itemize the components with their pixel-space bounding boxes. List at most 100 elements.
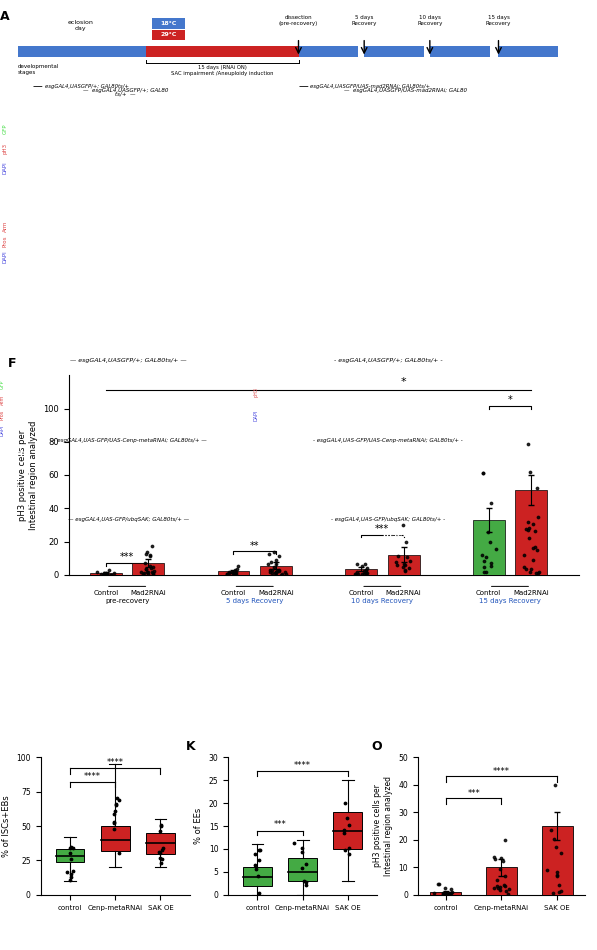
- Point: [503, 886, 513, 902]
- Bar: [298, 46, 358, 57]
- Point: [362, 560, 371, 576]
- Point: [254, 842, 264, 857]
- Point: [267, 562, 276, 578]
- Text: D': D': [96, 205, 105, 214]
- Text: *: *: [507, 395, 512, 405]
- Point: [267, 565, 277, 580]
- Text: - esgGAL4,UAS-GFP/ubqSAK; GAL80ts/+ -: - esgGAL4,UAS-GFP/ubqSAK; GAL80ts/+ -: [331, 517, 445, 522]
- Point: [481, 564, 490, 580]
- Point: [96, 566, 106, 581]
- Text: G': G': [85, 371, 94, 380]
- Point: [141, 561, 150, 577]
- Point: [534, 565, 543, 580]
- Point: [499, 877, 509, 892]
- Point: [156, 819, 166, 834]
- Bar: [146, 46, 298, 57]
- Point: [521, 521, 531, 536]
- Point: [399, 557, 408, 572]
- Point: [525, 565, 534, 580]
- Bar: [430, 46, 490, 57]
- Point: [109, 815, 119, 830]
- Text: Inset C1: Inset C1: [392, 106, 430, 116]
- Point: [501, 878, 510, 893]
- Point: [479, 564, 488, 580]
- Text: Inset B1: Inset B1: [156, 106, 195, 116]
- Text: 15 days Recovery: 15 days Recovery: [479, 598, 541, 604]
- Text: Control: Control: [476, 590, 501, 596]
- Point: [391, 555, 401, 570]
- Text: N: N: [266, 530, 272, 539]
- Text: Inset M1: Inset M1: [383, 450, 423, 459]
- Point: [555, 884, 564, 900]
- Point: [402, 549, 412, 564]
- Point: [64, 841, 74, 856]
- Text: Mad2RNAi: Mad2RNAi: [513, 590, 549, 596]
- Point: [439, 886, 449, 902]
- Point: [142, 564, 152, 580]
- Bar: [364, 46, 424, 57]
- Point: [497, 850, 506, 865]
- Text: M: M: [266, 450, 274, 459]
- Point: [275, 562, 284, 578]
- Point: [99, 565, 109, 580]
- Point: [158, 841, 168, 856]
- Text: Mad2RNAi: Mad2RNAi: [386, 590, 421, 596]
- Point: [392, 558, 402, 573]
- Text: —  esgGAL4,UASGFP/+; GAL80: — esgGAL4,UASGFP/+; GAL80: [82, 88, 168, 93]
- Text: Pros: Pros: [3, 236, 8, 247]
- Point: [519, 560, 529, 575]
- Point: [143, 566, 152, 581]
- Text: - esgGAL4,UASGFP/+; GAL80ts/+ -: - esgGAL4,UASGFP/+; GAL80ts/+ -: [334, 358, 442, 363]
- Point: [533, 542, 542, 558]
- Point: [490, 849, 499, 865]
- Point: [501, 884, 511, 899]
- Point: [525, 521, 534, 536]
- Point: [495, 882, 504, 897]
- Point: [528, 541, 537, 556]
- Point: [142, 544, 152, 560]
- Point: [357, 566, 367, 581]
- Point: [111, 796, 121, 811]
- Point: [556, 735, 566, 751]
- Point: [491, 851, 500, 866]
- Text: 15 days
Recovery: 15 days Recovery: [486, 15, 511, 27]
- Text: H: H: [15, 450, 21, 459]
- Point: [275, 563, 284, 579]
- Point: [478, 466, 487, 481]
- Text: —  esgGAL4,UASGFP/UAS-mad2RNAi; GAL80: — esgGAL4,UASGFP/UAS-mad2RNAi; GAL80: [344, 88, 467, 93]
- Point: [98, 567, 107, 582]
- Text: DAPI: DAPI: [3, 162, 8, 174]
- Point: [401, 562, 410, 578]
- Point: [405, 553, 415, 568]
- Point: [301, 856, 310, 871]
- Text: A: A: [1, 10, 10, 23]
- Point: [272, 565, 281, 580]
- Point: [254, 852, 263, 867]
- Point: [534, 509, 543, 524]
- Point: [139, 565, 149, 580]
- Point: [274, 549, 284, 564]
- Text: Inset I1: Inset I1: [190, 530, 226, 539]
- Text: C: C: [257, 106, 263, 116]
- Point: [477, 548, 487, 563]
- Text: DAPI: DAPI: [254, 409, 259, 421]
- Point: [362, 565, 371, 580]
- Point: [297, 840, 307, 855]
- Text: E': E': [331, 205, 339, 214]
- Point: [114, 792, 124, 808]
- Text: D'': D'': [158, 205, 171, 214]
- Bar: [260, 565, 292, 575]
- Point: [272, 563, 282, 579]
- Text: - esgGAL4,UAS-GFP/UAS-Cenp-metaRNAi; GAL80ts/+ -: - esgGAL4,UAS-GFP/UAS-Cenp-metaRNAi; GAL…: [313, 438, 463, 443]
- Point: [362, 565, 371, 580]
- Point: [101, 567, 110, 582]
- Point: [139, 567, 148, 582]
- Point: [224, 565, 234, 580]
- Point: [339, 822, 349, 837]
- Text: 10 days Recovery: 10 days Recovery: [352, 598, 413, 604]
- Point: [104, 562, 114, 578]
- Text: pH3: pH3: [202, 106, 220, 116]
- Point: [361, 562, 371, 578]
- Point: [263, 557, 273, 572]
- Text: I: I: [15, 530, 18, 539]
